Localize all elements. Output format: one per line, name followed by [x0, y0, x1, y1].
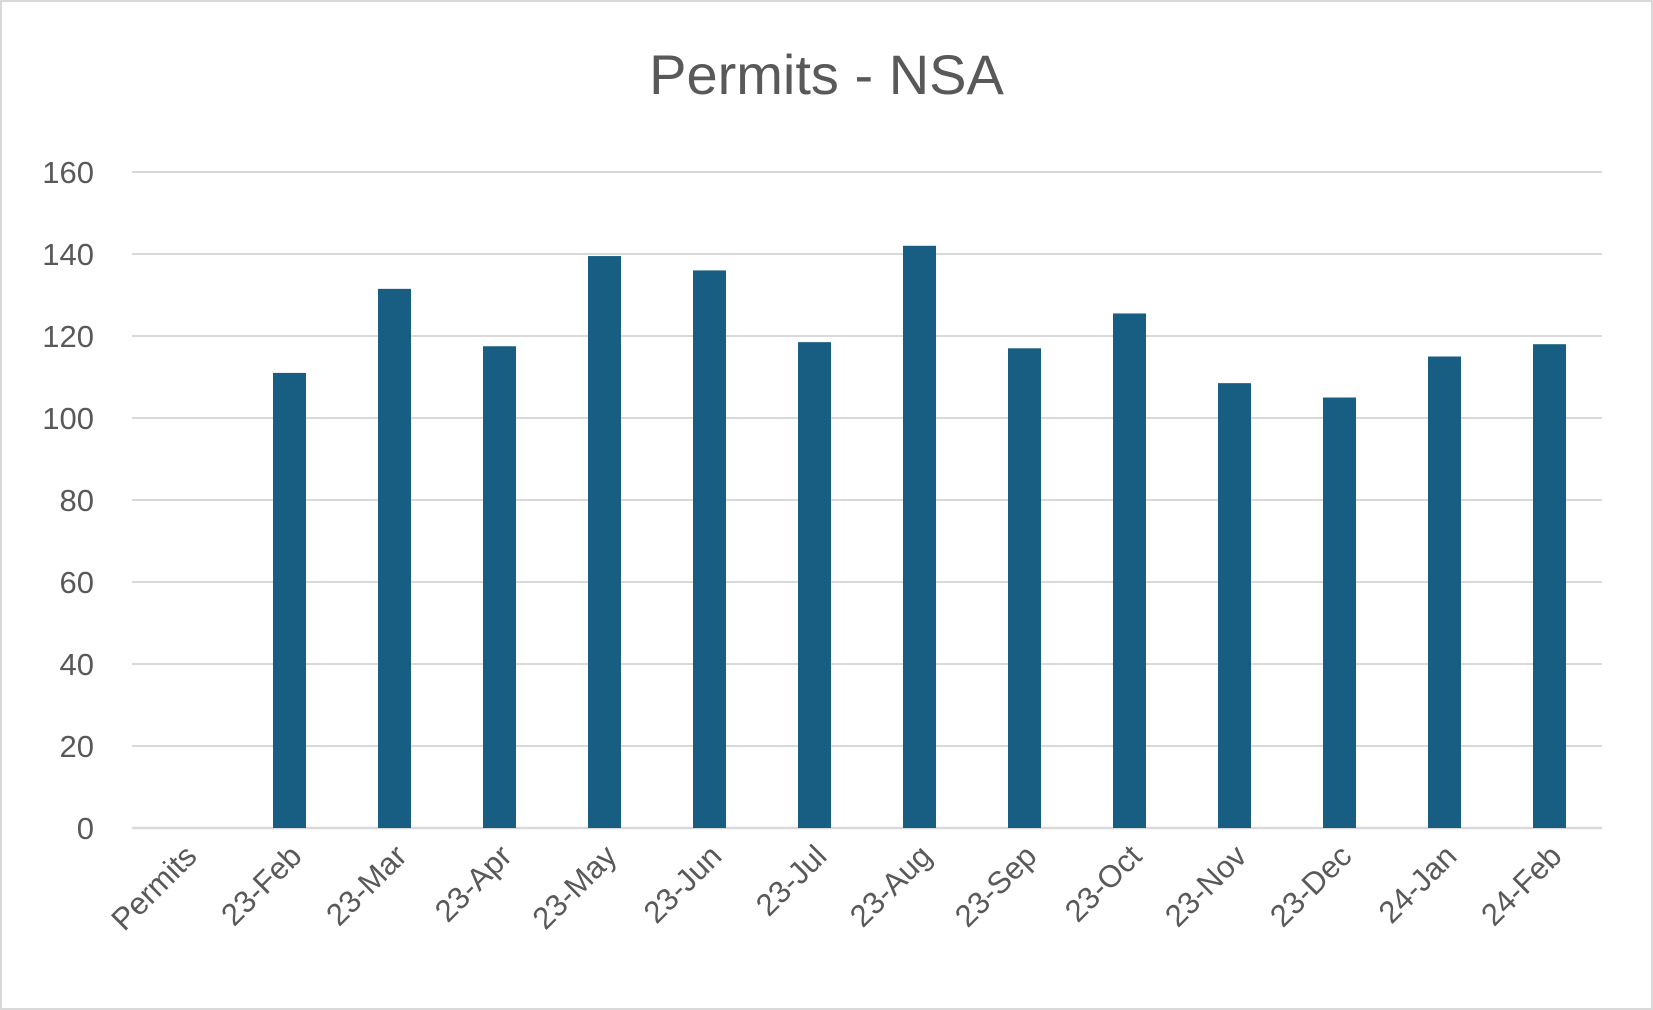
y-tick-label: 120 [42, 319, 94, 354]
x-tick-label: 23-Nov [1158, 838, 1254, 934]
bar [1008, 348, 1041, 828]
bar [1533, 344, 1566, 828]
chart-title: Permits - NSA [649, 43, 1004, 106]
y-tick-label: 80 [60, 483, 94, 518]
y-tick-label: 20 [60, 729, 94, 764]
x-tick-label: Permits [104, 838, 203, 937]
x-tick-label: 23-Sep [948, 838, 1043, 933]
x-tick-label: 23-Oct [1058, 838, 1149, 929]
bar [588, 256, 621, 828]
x-tick-label: 24-Feb [1474, 838, 1568, 932]
x-tick-label: 23-Jun [637, 838, 729, 930]
y-tick-label: 100 [42, 401, 94, 436]
x-tick-label: 23-Apr [428, 838, 519, 929]
bar [483, 346, 516, 828]
bar [1113, 313, 1146, 828]
bar [798, 342, 831, 828]
x-tick-label: 23-May [526, 838, 624, 936]
bar [693, 270, 726, 828]
x-tick-label: 23-Feb [214, 838, 308, 932]
bar [273, 372, 306, 828]
bar [378, 288, 411, 829]
bar [1218, 383, 1251, 828]
x-tick-label: 23-Dec [1263, 838, 1358, 933]
y-tick-label: 160 [42, 155, 94, 190]
x-tick-label: 23-Jul [749, 838, 833, 922]
x-tick-label: 24-Jan [1372, 838, 1464, 930]
y-tick-label: 40 [60, 647, 94, 682]
x-tick-label: 23-Mar [319, 838, 413, 932]
y-tick-label: 60 [60, 565, 94, 600]
bar [903, 245, 936, 829]
bar [1428, 356, 1461, 828]
y-tick-label: 140 [42, 237, 94, 272]
bar [1323, 397, 1356, 828]
y-tick-label: 0 [77, 811, 94, 846]
x-tick-label: 23-Aug [843, 838, 938, 933]
